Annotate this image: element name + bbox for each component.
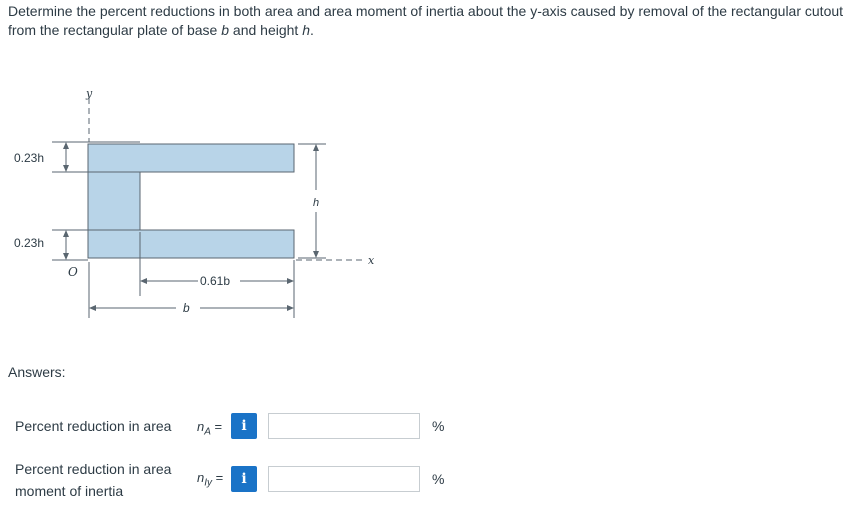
row2-symbol: nIy = (197, 470, 224, 489)
answers-heading: Answers: (8, 364, 66, 380)
origin-label: O (68, 265, 78, 279)
dim-b-label: b (183, 301, 190, 315)
row1-unit: % (432, 418, 445, 434)
row2-unit: % (432, 471, 445, 487)
dim-bottom-label: 0.23h (14, 236, 44, 250)
row1-info-icon[interactable]: i (231, 413, 257, 439)
x-axis-label: x (368, 254, 375, 267)
y-axis-label: y (85, 87, 93, 100)
dim-061b-label: 0.61b (200, 274, 230, 288)
var-h: h (302, 22, 310, 38)
plate-shape (87, 143, 295, 259)
problem-statement: Determine the percent reductions in both… (8, 3, 844, 38)
row1-label: Percent reduction in area (15, 418, 172, 434)
row2-label: Percent reduction in area moment of iner… (15, 461, 172, 499)
dim-top-label: 0.23h (14, 151, 44, 165)
row1-answer-input[interactable] (268, 413, 420, 439)
dim-h-label: h (313, 197, 319, 209)
row1-symbol: nA = (197, 419, 223, 438)
plate-cutout-diagram: y x 0.23h 0.23h h O 0.61b b (14, 87, 375, 318)
var-b: b (221, 22, 230, 38)
row2-answer-input[interactable] (268, 466, 420, 492)
row2-info-icon[interactable]: i (231, 466, 257, 492)
